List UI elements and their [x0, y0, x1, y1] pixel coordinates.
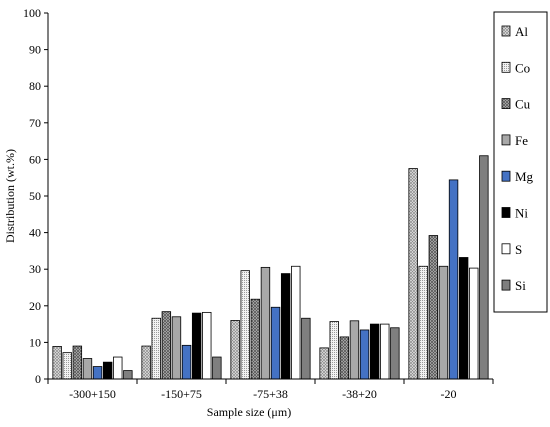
x-tick-label: -300+150 [69, 387, 116, 401]
bar-cu-2 [161, 311, 172, 380]
x-tick-label: -150+75 [161, 387, 202, 401]
bar-mg-1 [92, 366, 103, 380]
legend-label-mg: Mg [515, 169, 534, 184]
bar-mg-4 [359, 329, 370, 380]
bar-si-2 [212, 356, 222, 380]
bar-co-2 [151, 317, 161, 380]
legend-swatch-al [501, 25, 511, 37]
bar-cu-1 [72, 345, 83, 380]
bar-s-2 [202, 311, 212, 380]
bar-al-5 [408, 168, 418, 380]
bar-mg-3 [270, 306, 281, 380]
bars [52, 155, 489, 380]
bar-s-1 [113, 356, 123, 380]
bar-co-3 [240, 270, 250, 380]
bar-al-4 [319, 347, 329, 380]
bar-al-2 [141, 345, 151, 380]
legend-swatch-mg [501, 170, 511, 182]
bar-al-1 [52, 346, 62, 380]
bar-s-5 [469, 267, 479, 380]
legend-swatch-si [501, 279, 511, 291]
y-tick-label: 20 [29, 299, 41, 313]
x-tick-label: -75+38 [253, 387, 288, 401]
bar-cu-3 [250, 298, 261, 380]
bar-co-5 [418, 265, 428, 380]
y-tick-label: 80 [29, 79, 41, 93]
bar-fe-2 [171, 316, 182, 380]
y-tick-label: 50 [29, 189, 41, 203]
legend-label-ni: Ni [515, 206, 528, 221]
legend-label-cu: Cu [515, 97, 531, 112]
bar-fe-5 [438, 265, 449, 380]
y-tick-label: 100 [23, 6, 41, 20]
y-tick-label: 60 [29, 152, 41, 166]
y-tick-label: 0 [35, 372, 41, 386]
bar-s-4 [380, 323, 390, 380]
bar-fe-3 [260, 266, 271, 380]
bar-ni-4 [369, 323, 380, 380]
bar-mg-2 [181, 344, 192, 380]
legend-label-si: Si [515, 278, 526, 293]
bar-si-3 [301, 317, 311, 380]
legend-swatch-cu [501, 98, 511, 109]
bar-cu-4 [339, 336, 350, 380]
legend-box [493, 11, 548, 313]
legend-label-co: Co [515, 60, 530, 75]
y-tick-label: 10 [29, 335, 41, 349]
bar-co-4 [329, 321, 339, 380]
legend: Al Co Cu Fe Mg Ni S Si [501, 24, 534, 293]
bar-al-3 [230, 320, 240, 380]
x-tick-label: -38+20 [342, 387, 377, 401]
bar-ni-3 [280, 273, 291, 380]
y-tick-label: 70 [29, 116, 41, 130]
bar-fe-1 [82, 358, 93, 380]
bar-ni-5 [458, 257, 469, 380]
y-axis-title: Distribution (wt.%) [3, 149, 17, 243]
y-tick-label: 40 [29, 226, 41, 240]
bar-si-4 [390, 327, 400, 380]
legend-swatch-co [501, 61, 511, 73]
axes: 0 10 20 30 40 50 60 70 80 90 100 -300+150 -150+75 -75… [23, 6, 494, 401]
legend-label-al: Al [515, 24, 528, 39]
bar-co-1 [62, 352, 72, 380]
x-tick-label: -20 [441, 387, 457, 401]
y-tick-label: 30 [29, 262, 41, 276]
bar-cu-5 [428, 235, 439, 380]
legend-label-s: S [515, 242, 522, 257]
bar-ni-2 [191, 312, 202, 380]
bar-si-5 [479, 155, 489, 380]
legend-swatch-fe [501, 134, 511, 146]
bar-ni-1 [102, 361, 113, 380]
legend-swatch-ni [501, 207, 511, 218]
bar-mg-5 [448, 179, 459, 380]
bar-s-3 [291, 265, 301, 380]
legend-label-fe: Fe [515, 133, 528, 148]
x-axis-title: Sample size (μm) [207, 405, 291, 419]
legend-swatch-s [501, 243, 511, 255]
y-tick-label: 90 [29, 43, 41, 57]
bar-si-1 [123, 370, 133, 380]
bar-fe-4 [349, 320, 360, 380]
